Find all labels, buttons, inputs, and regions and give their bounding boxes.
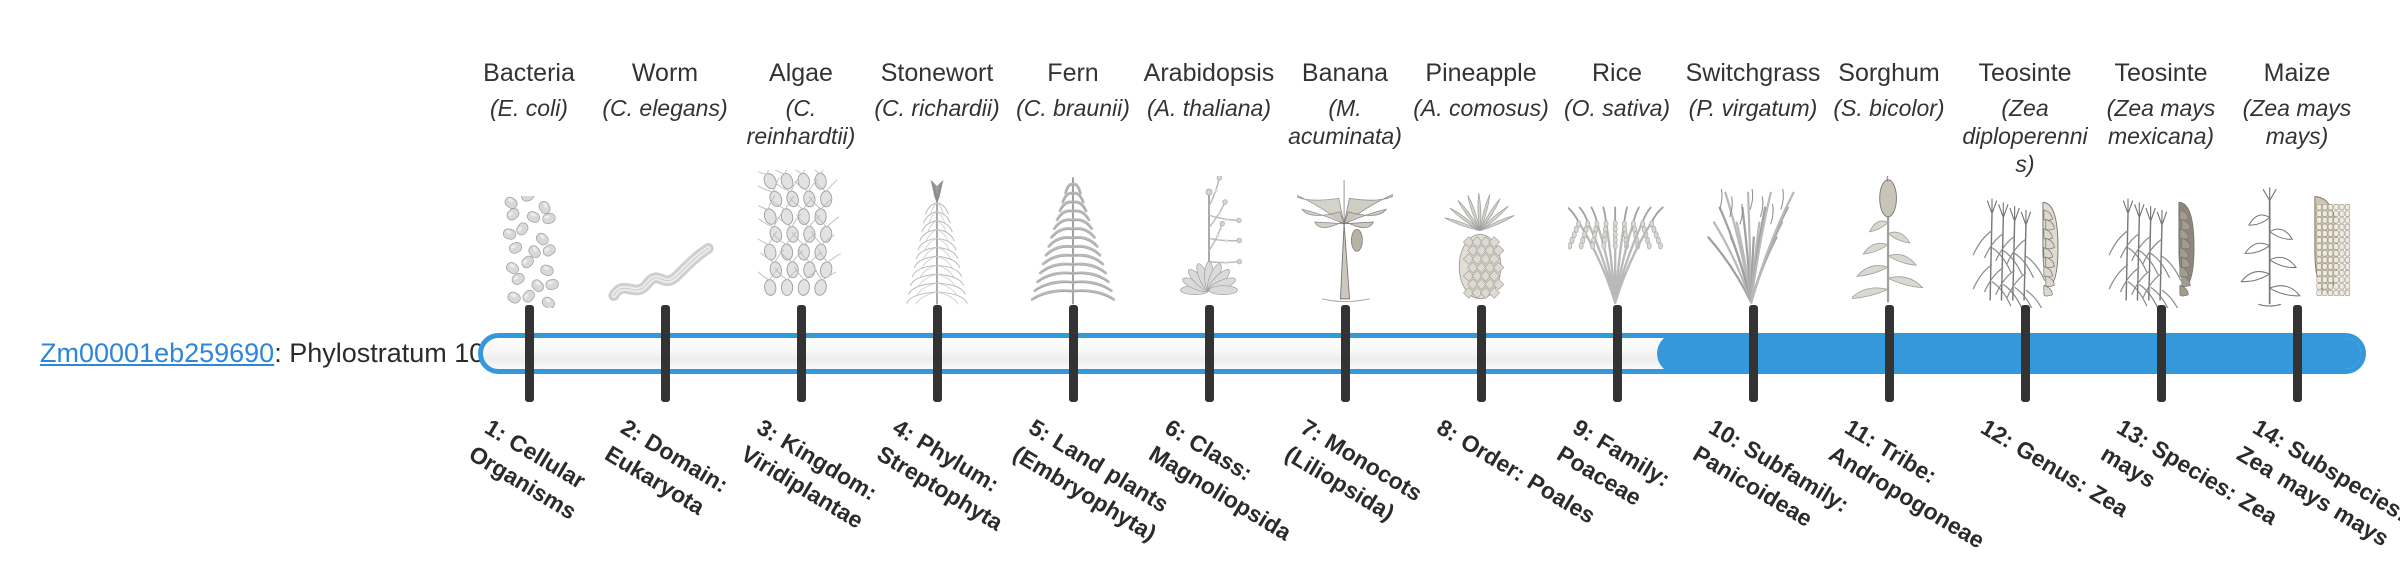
species-common-name: Arabidopsis bbox=[1143, 59, 1275, 87]
species-header-2: Worm (C. elegans) bbox=[597, 58, 733, 122]
species-common-name: Sorghum bbox=[1838, 59, 1940, 87]
bacteria-rods-icon bbox=[461, 168, 597, 308]
pineapple-icon bbox=[1413, 168, 1549, 308]
species-scientific-name: (E. coli) bbox=[490, 95, 568, 121]
species-common-name: Bacteria bbox=[483, 59, 575, 87]
species-common-name: Rice bbox=[1591, 59, 1642, 87]
species-common-name: Maize bbox=[2263, 59, 2331, 87]
species-scientific-name: (M. acuminata) bbox=[1288, 95, 1402, 149]
species-header-6: Arabidopsis (A. thaliana) bbox=[1141, 58, 1277, 122]
species-header-10: Switchgrass (P. virgatum) bbox=[1685, 58, 1821, 122]
nematode-worm-icon bbox=[597, 168, 733, 308]
phylostratum-progress-track[interactable] bbox=[478, 333, 2366, 374]
species-header-13: Teosinte (Zea mays mexicana) bbox=[2093, 58, 2229, 150]
phylostratum-progress-fill bbox=[1657, 338, 2361, 369]
species-header-14: Maize (Zea mays mays) bbox=[2229, 58, 2365, 150]
gene-phylostratum-label: Zm00001eb259690: Phylostratum 10 bbox=[40, 336, 484, 370]
species-scientific-name: (A. thaliana) bbox=[1146, 95, 1271, 121]
species-scientific-name: (C. elegans) bbox=[602, 95, 728, 121]
taxonomy-index: 7: bbox=[1295, 412, 1329, 448]
species-header-8: Pineapple (A. comosus) bbox=[1413, 58, 1549, 122]
taxonomy-taxon: Zea bbox=[2084, 478, 2134, 524]
species-scientific-name: (C. braunii) bbox=[1016, 95, 1130, 121]
fern-frond-icon bbox=[1005, 168, 1141, 308]
species-common-name: Stonewort bbox=[880, 59, 994, 87]
timeline-tick-8 bbox=[1477, 305, 1486, 402]
timeline-tick-13 bbox=[2157, 305, 2166, 402]
teosinte-mexicana-icon bbox=[2093, 168, 2229, 308]
species-header-11: Sorghum (S. bicolor) bbox=[1821, 58, 1957, 122]
taxonomy-rank: Genus: bbox=[2010, 433, 2094, 499]
timeline-tick-4 bbox=[933, 305, 942, 402]
timeline-tick-7 bbox=[1341, 305, 1350, 402]
timeline-tick-2 bbox=[661, 305, 670, 402]
species-header-12: Teosinte (Zea diploperennis) bbox=[1957, 58, 2093, 178]
species-header-7: Banana (M. acuminata) bbox=[1277, 58, 1413, 150]
species-common-name: Pineapple bbox=[1425, 59, 1537, 87]
species-header-1: Bacteria (E. coli) bbox=[461, 58, 597, 122]
timeline-tick-14 bbox=[2293, 305, 2302, 402]
species-scientific-name: (C. richardii) bbox=[874, 95, 1000, 121]
timeline-tick-6 bbox=[1205, 305, 1214, 402]
timeline-tick-12 bbox=[2021, 305, 2030, 402]
rice-plant-icon bbox=[1549, 168, 1685, 308]
species-scientific-name: (C. reinhardtii) bbox=[746, 95, 856, 149]
timeline-tick-9 bbox=[1613, 305, 1622, 402]
taxonomy-index: 6: bbox=[1159, 412, 1193, 448]
taxonomy-index: 12: bbox=[1975, 412, 2020, 454]
species-header-4: Stonewort (C. richardii) bbox=[869, 58, 1005, 122]
species-scientific-name: (Zea mays mexicana) bbox=[2106, 95, 2216, 149]
timeline-tick-1 bbox=[525, 305, 534, 402]
species-scientific-name: (P. virgatum) bbox=[1688, 95, 1818, 121]
species-common-name: Algae bbox=[769, 59, 833, 87]
switchgrass-icon bbox=[1685, 168, 1821, 308]
species-common-name: Fern bbox=[1047, 59, 1099, 87]
species-header-row: Bacteria (E. coli) Worm (C. elegans) Algae (C… bbox=[461, 58, 2392, 177]
stonewort-icon bbox=[869, 168, 1005, 308]
species-header-3: Algae (C. reinhardtii) bbox=[733, 58, 869, 150]
teosinte-diplo-icon bbox=[1957, 168, 2093, 308]
taxonomy-index: 5: bbox=[1023, 412, 1057, 448]
gene-label-separator: : bbox=[274, 338, 290, 368]
taxonomy-index: 3: bbox=[751, 412, 785, 448]
species-scientific-name: (S. bicolor) bbox=[1833, 95, 1945, 121]
timeline-tick-3 bbox=[797, 305, 806, 402]
taxonomy-rank: Species: bbox=[2146, 433, 2243, 507]
sorghum-icon bbox=[1821, 168, 1957, 308]
timeline-tick-11 bbox=[1885, 305, 1894, 402]
species-scientific-name: (Zea mays mays) bbox=[2242, 95, 2352, 149]
organism-illustration-row bbox=[462, 168, 2392, 308]
species-common-name: Worm bbox=[631, 59, 699, 87]
species-common-name: Banana bbox=[1301, 59, 1389, 87]
taxonomy-index: 4: bbox=[887, 412, 921, 448]
banana-plant-icon bbox=[1277, 168, 1413, 308]
timeline-tick-10 bbox=[1749, 305, 1758, 402]
species-scientific-name: (O. sativa) bbox=[1563, 95, 1671, 121]
maize-ear-icon bbox=[2229, 168, 2365, 308]
species-header-9: Rice (O. sativa) bbox=[1549, 58, 1685, 122]
algae-cells-icon bbox=[733, 168, 869, 308]
taxonomy-index: 2: bbox=[615, 412, 649, 448]
gene-id-link[interactable]: Zm00001eb259690 bbox=[40, 338, 275, 368]
species-common-name: Switchgrass bbox=[1685, 59, 1821, 87]
phylostratum-value-text: Phylostratum 10 bbox=[289, 338, 485, 368]
species-header-5: Fern (C. braunii) bbox=[1005, 58, 1141, 122]
species-scientific-name: (A. comosus) bbox=[1413, 95, 1549, 121]
timeline-tick-5 bbox=[1069, 305, 1078, 402]
arabidopsis-icon bbox=[1141, 168, 1277, 308]
species-common-name: Teosinte bbox=[2114, 59, 2208, 87]
species-common-name: Teosinte bbox=[1978, 59, 2072, 87]
taxonomy-index: 9: bbox=[1567, 412, 1601, 448]
species-scientific-name: (Zea diploperennis) bbox=[1962, 95, 2088, 177]
taxonomy-rank: Order: bbox=[1455, 427, 1532, 488]
taxonomy-index: 8: bbox=[1431, 412, 1465, 448]
taxonomy-index: 1: bbox=[479, 412, 513, 448]
